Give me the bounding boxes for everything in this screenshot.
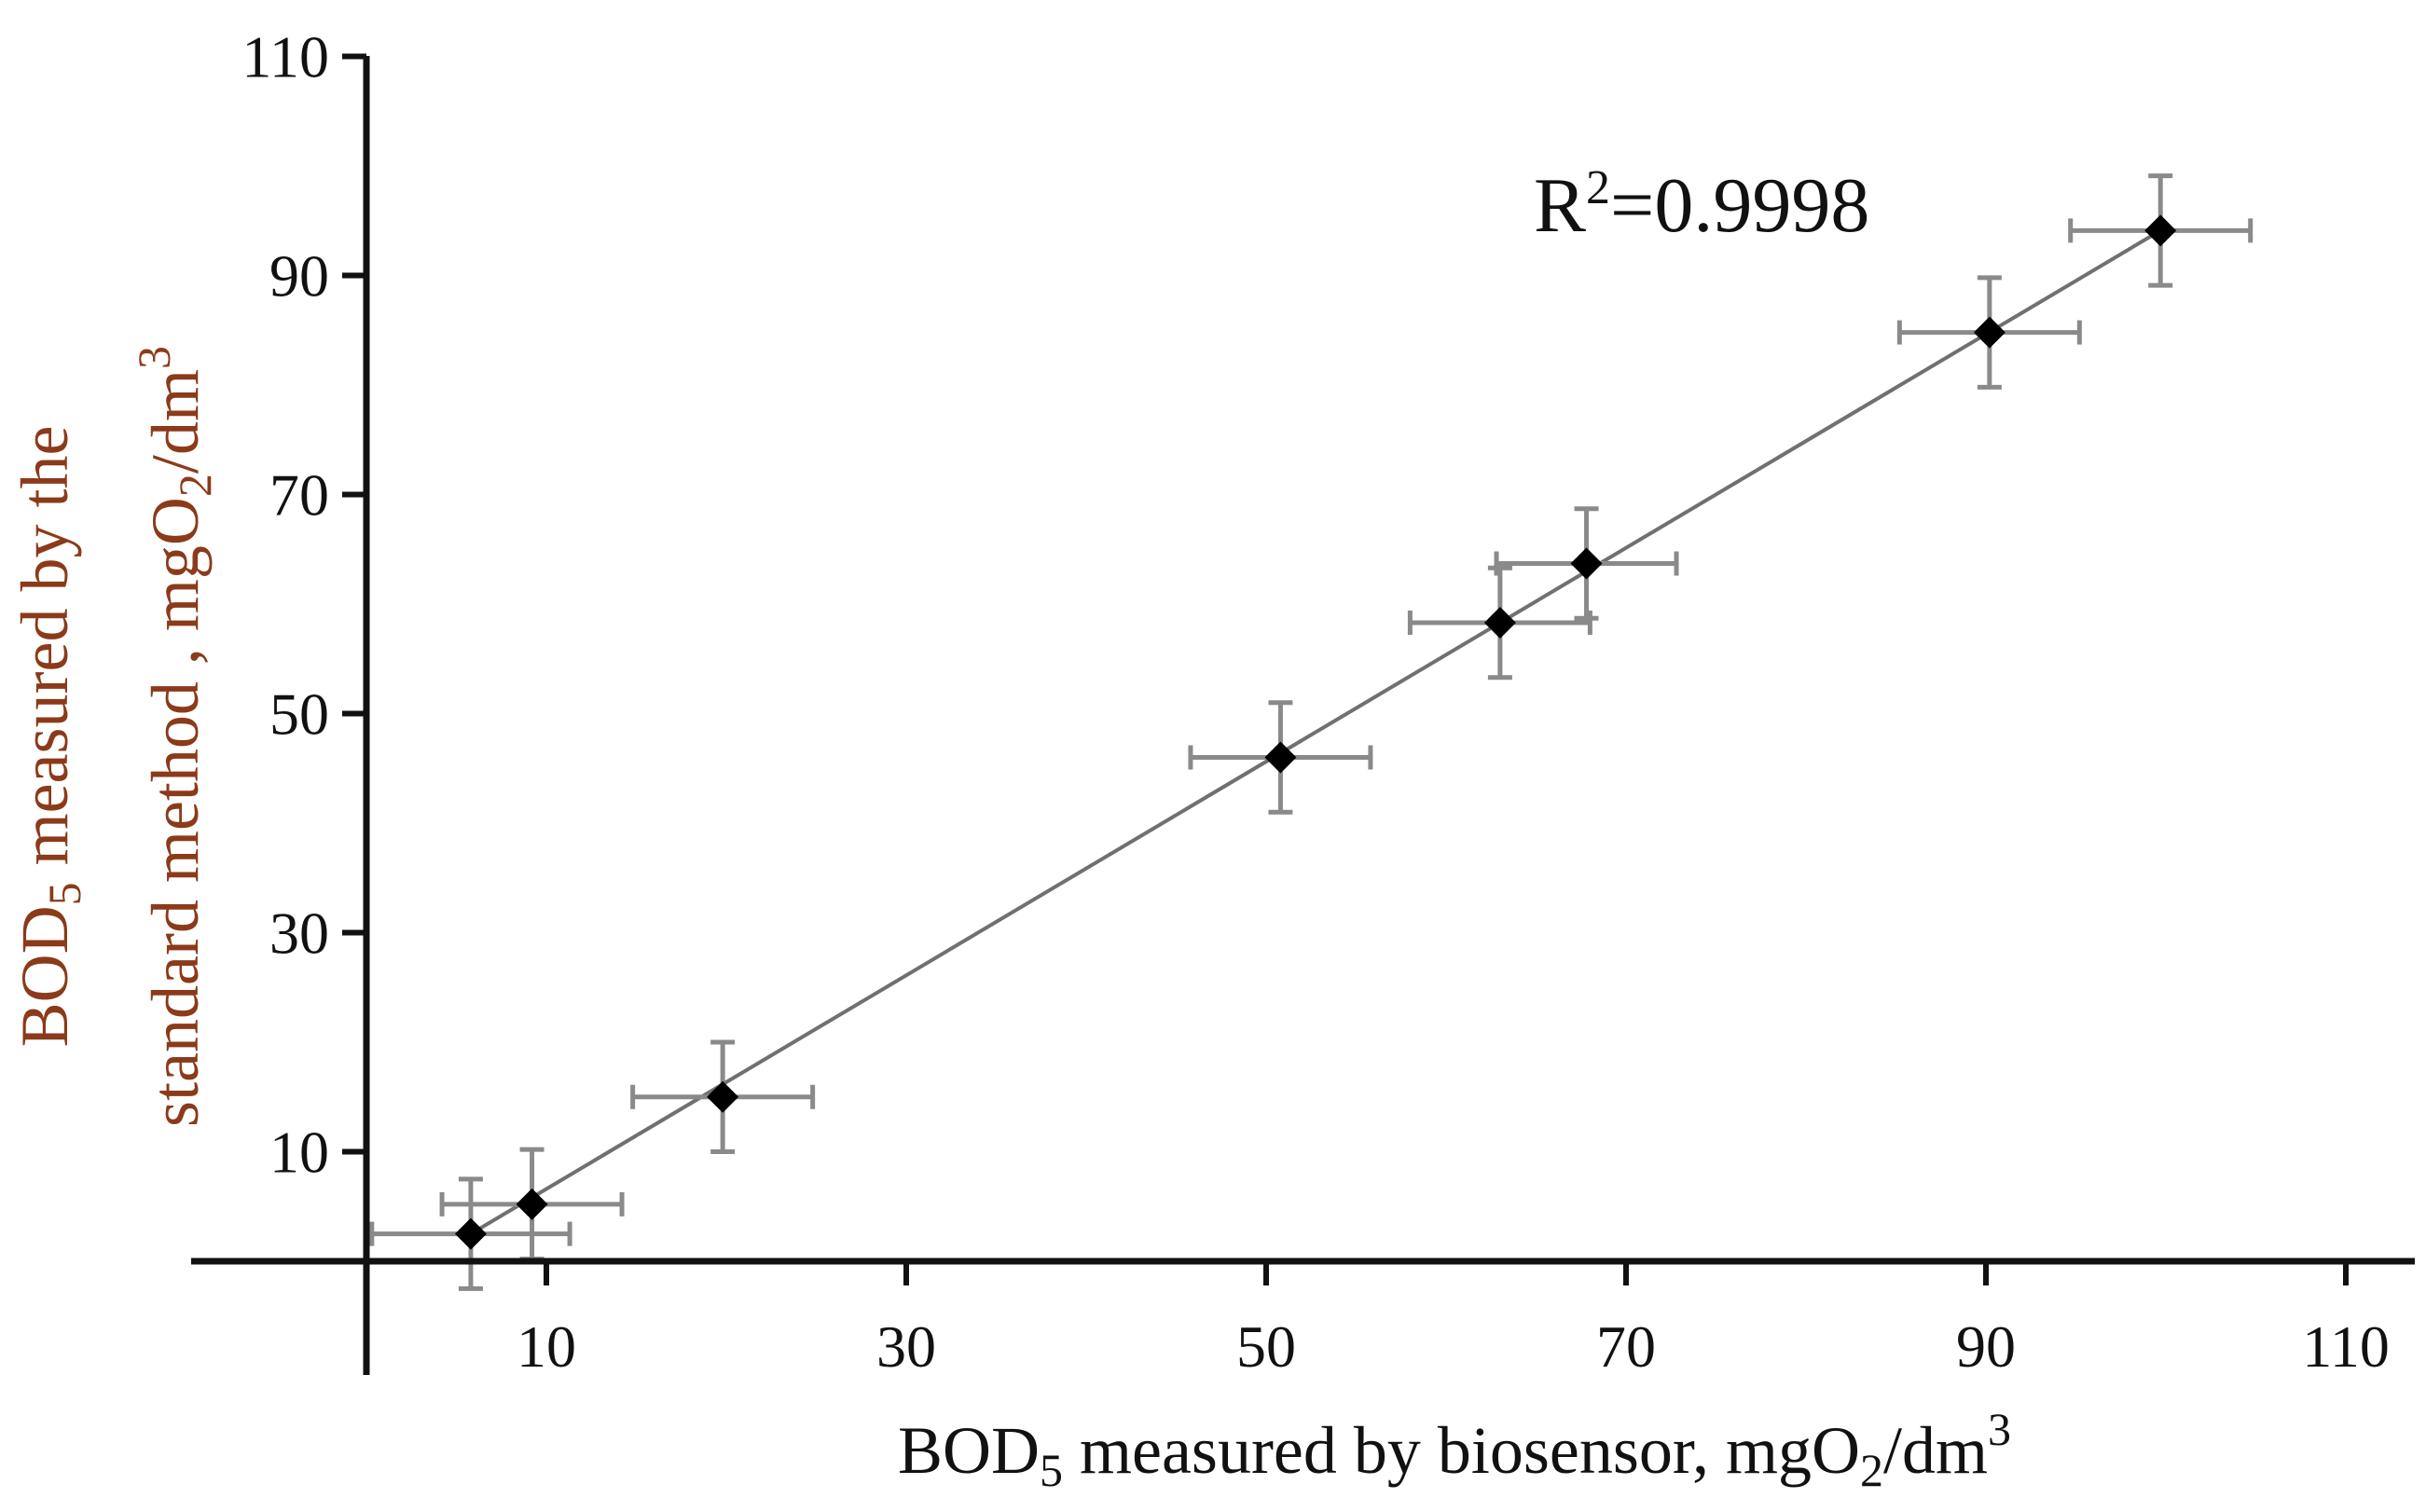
data-point <box>1570 547 1603 580</box>
y-tick-label: 50 <box>269 681 329 748</box>
tick-label-layer: 10 30 50 70 90 110 10 30 50 70 90 110 <box>241 24 2389 1381</box>
y-tick-label: 30 <box>269 900 329 967</box>
r-squared-annotation: R2=0.9998 <box>1534 161 1869 249</box>
data-point <box>454 1217 487 1250</box>
x-tick-label: 30 <box>876 1313 936 1380</box>
x-tick-label: 50 <box>1236 1313 1296 1380</box>
data-point <box>516 1188 548 1220</box>
data-point <box>1264 741 1297 774</box>
fit-line <box>469 228 2162 1236</box>
y-tick-label: 110 <box>241 24 329 90</box>
x-tick-label: 70 <box>1596 1313 1656 1380</box>
fit-line-layer <box>469 228 2162 1236</box>
data-point <box>707 1080 739 1113</box>
data-point <box>1973 316 2006 349</box>
x-tick-label: 10 <box>517 1313 576 1380</box>
data-point <box>1483 606 1516 639</box>
y-tick-label: 10 <box>269 1120 329 1186</box>
data-point <box>2144 214 2177 247</box>
x-tick-label: 90 <box>1956 1313 2016 1380</box>
axis-layer <box>191 53 2415 1375</box>
y-axis-title-line1: BOD5 measured by the <box>7 426 90 1048</box>
y-axis-title: BOD5 measured by the standard method , m… <box>7 346 221 1127</box>
y-tick-label: 90 <box>269 243 329 309</box>
x-tick-label: 110 <box>2302 1313 2390 1380</box>
y-tick-label: 70 <box>269 462 329 529</box>
x-axis-title: BOD5 measured by biosensor, mgO2/dm3 <box>898 1403 2011 1496</box>
y-axis-title-line2: standard method , mgO2/dm3 <box>128 346 221 1127</box>
data-point-layer <box>454 214 2177 1250</box>
